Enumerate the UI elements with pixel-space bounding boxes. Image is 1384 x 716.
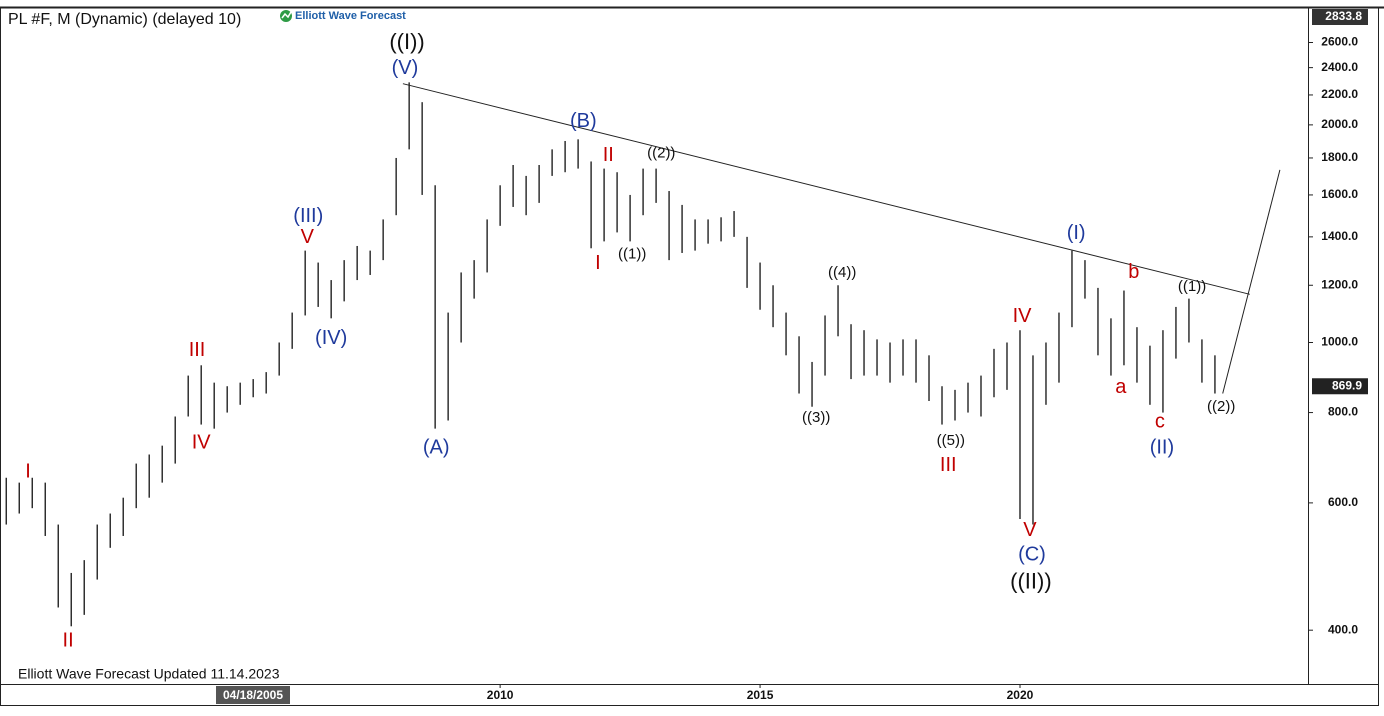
y-tick-label: 800.0 [1328,405,1358,419]
wave-label: (III) [293,205,323,227]
y-tick-label: 1400.0 [1321,229,1358,243]
logo-mark [281,11,292,19]
crosshair-date: 04/18/2005 [223,688,283,702]
y-tick-label: 2200.0 [1321,87,1358,101]
projection-line [1222,169,1281,394]
wave-label: IV [1013,305,1033,327]
wave-label: V [301,226,315,248]
wave-label: ((1)) [1178,278,1206,295]
wave-label: IV [192,431,212,453]
wave-label: (B) [570,110,597,132]
wave-label: (C) [1018,543,1046,565]
wave-label: ((II)) [1010,569,1052,594]
frame [0,7,1379,706]
wave-label: I [595,252,601,274]
last-price-label-box [1312,378,1368,395]
wave-label: a [1115,376,1127,398]
footer-note: Elliott Wave Forecast Updated 11.14.2023 [18,666,280,682]
wave-label: III [940,454,957,476]
wave-label: ((2)) [647,145,675,162]
wave-label: ((2)) [1207,398,1235,415]
wave-label: V [1023,519,1037,541]
y-tick-label: 2400.0 [1321,60,1358,74]
wave-label: II [603,144,614,166]
wave-label: (V) [392,57,419,79]
wave-label: (A) [423,437,450,459]
wave-label: I [25,460,31,482]
last-price-label: 869.9 [1332,378,1362,392]
trend-line [402,83,1250,295]
scale-top-label-box [1312,9,1368,25]
wave-label: (II) [1150,437,1174,459]
brand-logo: Elliott Wave Forecast [280,10,406,22]
wave-label: II [63,630,74,652]
wave-label: b [1128,261,1139,283]
wave-label: ((5)) [937,432,965,449]
y-tick-label: 400.0 [1328,622,1358,636]
scale-top-label: 2833.8 [1325,9,1362,23]
brand-name: Elliott Wave Forecast [295,10,406,22]
y-tick-label: 2600.0 [1321,35,1358,49]
y-tick-label: 2000.0 [1321,117,1358,131]
wave-label: III [189,339,206,361]
y-tick-label: 600.0 [1328,495,1358,509]
x-tick-label: 2010 [487,688,514,702]
x-tick-label: 2015 [747,688,774,702]
wave-label: (I) [1067,222,1086,244]
y-tick-label: 1600.0 [1321,187,1358,201]
y-tick-label: 1800.0 [1321,150,1358,164]
x-tick-label: 2020 [1007,688,1034,702]
wave-label: ((I)) [389,29,424,54]
price-bars [5,82,1216,627]
crosshair-date-box [216,686,290,704]
y-tick-label: 1000.0 [1321,335,1358,349]
wave-label: ((1)) [618,246,646,263]
wave-label: ((4)) [828,264,856,281]
wave-label: c [1155,410,1165,432]
wave-label: (IV) [315,327,347,349]
y-tick-label: 1200.0 [1321,277,1358,291]
wave-label: ((3)) [802,409,830,426]
chart-title: PL #F, M (Dynamic) (delayed 10) [8,11,241,28]
